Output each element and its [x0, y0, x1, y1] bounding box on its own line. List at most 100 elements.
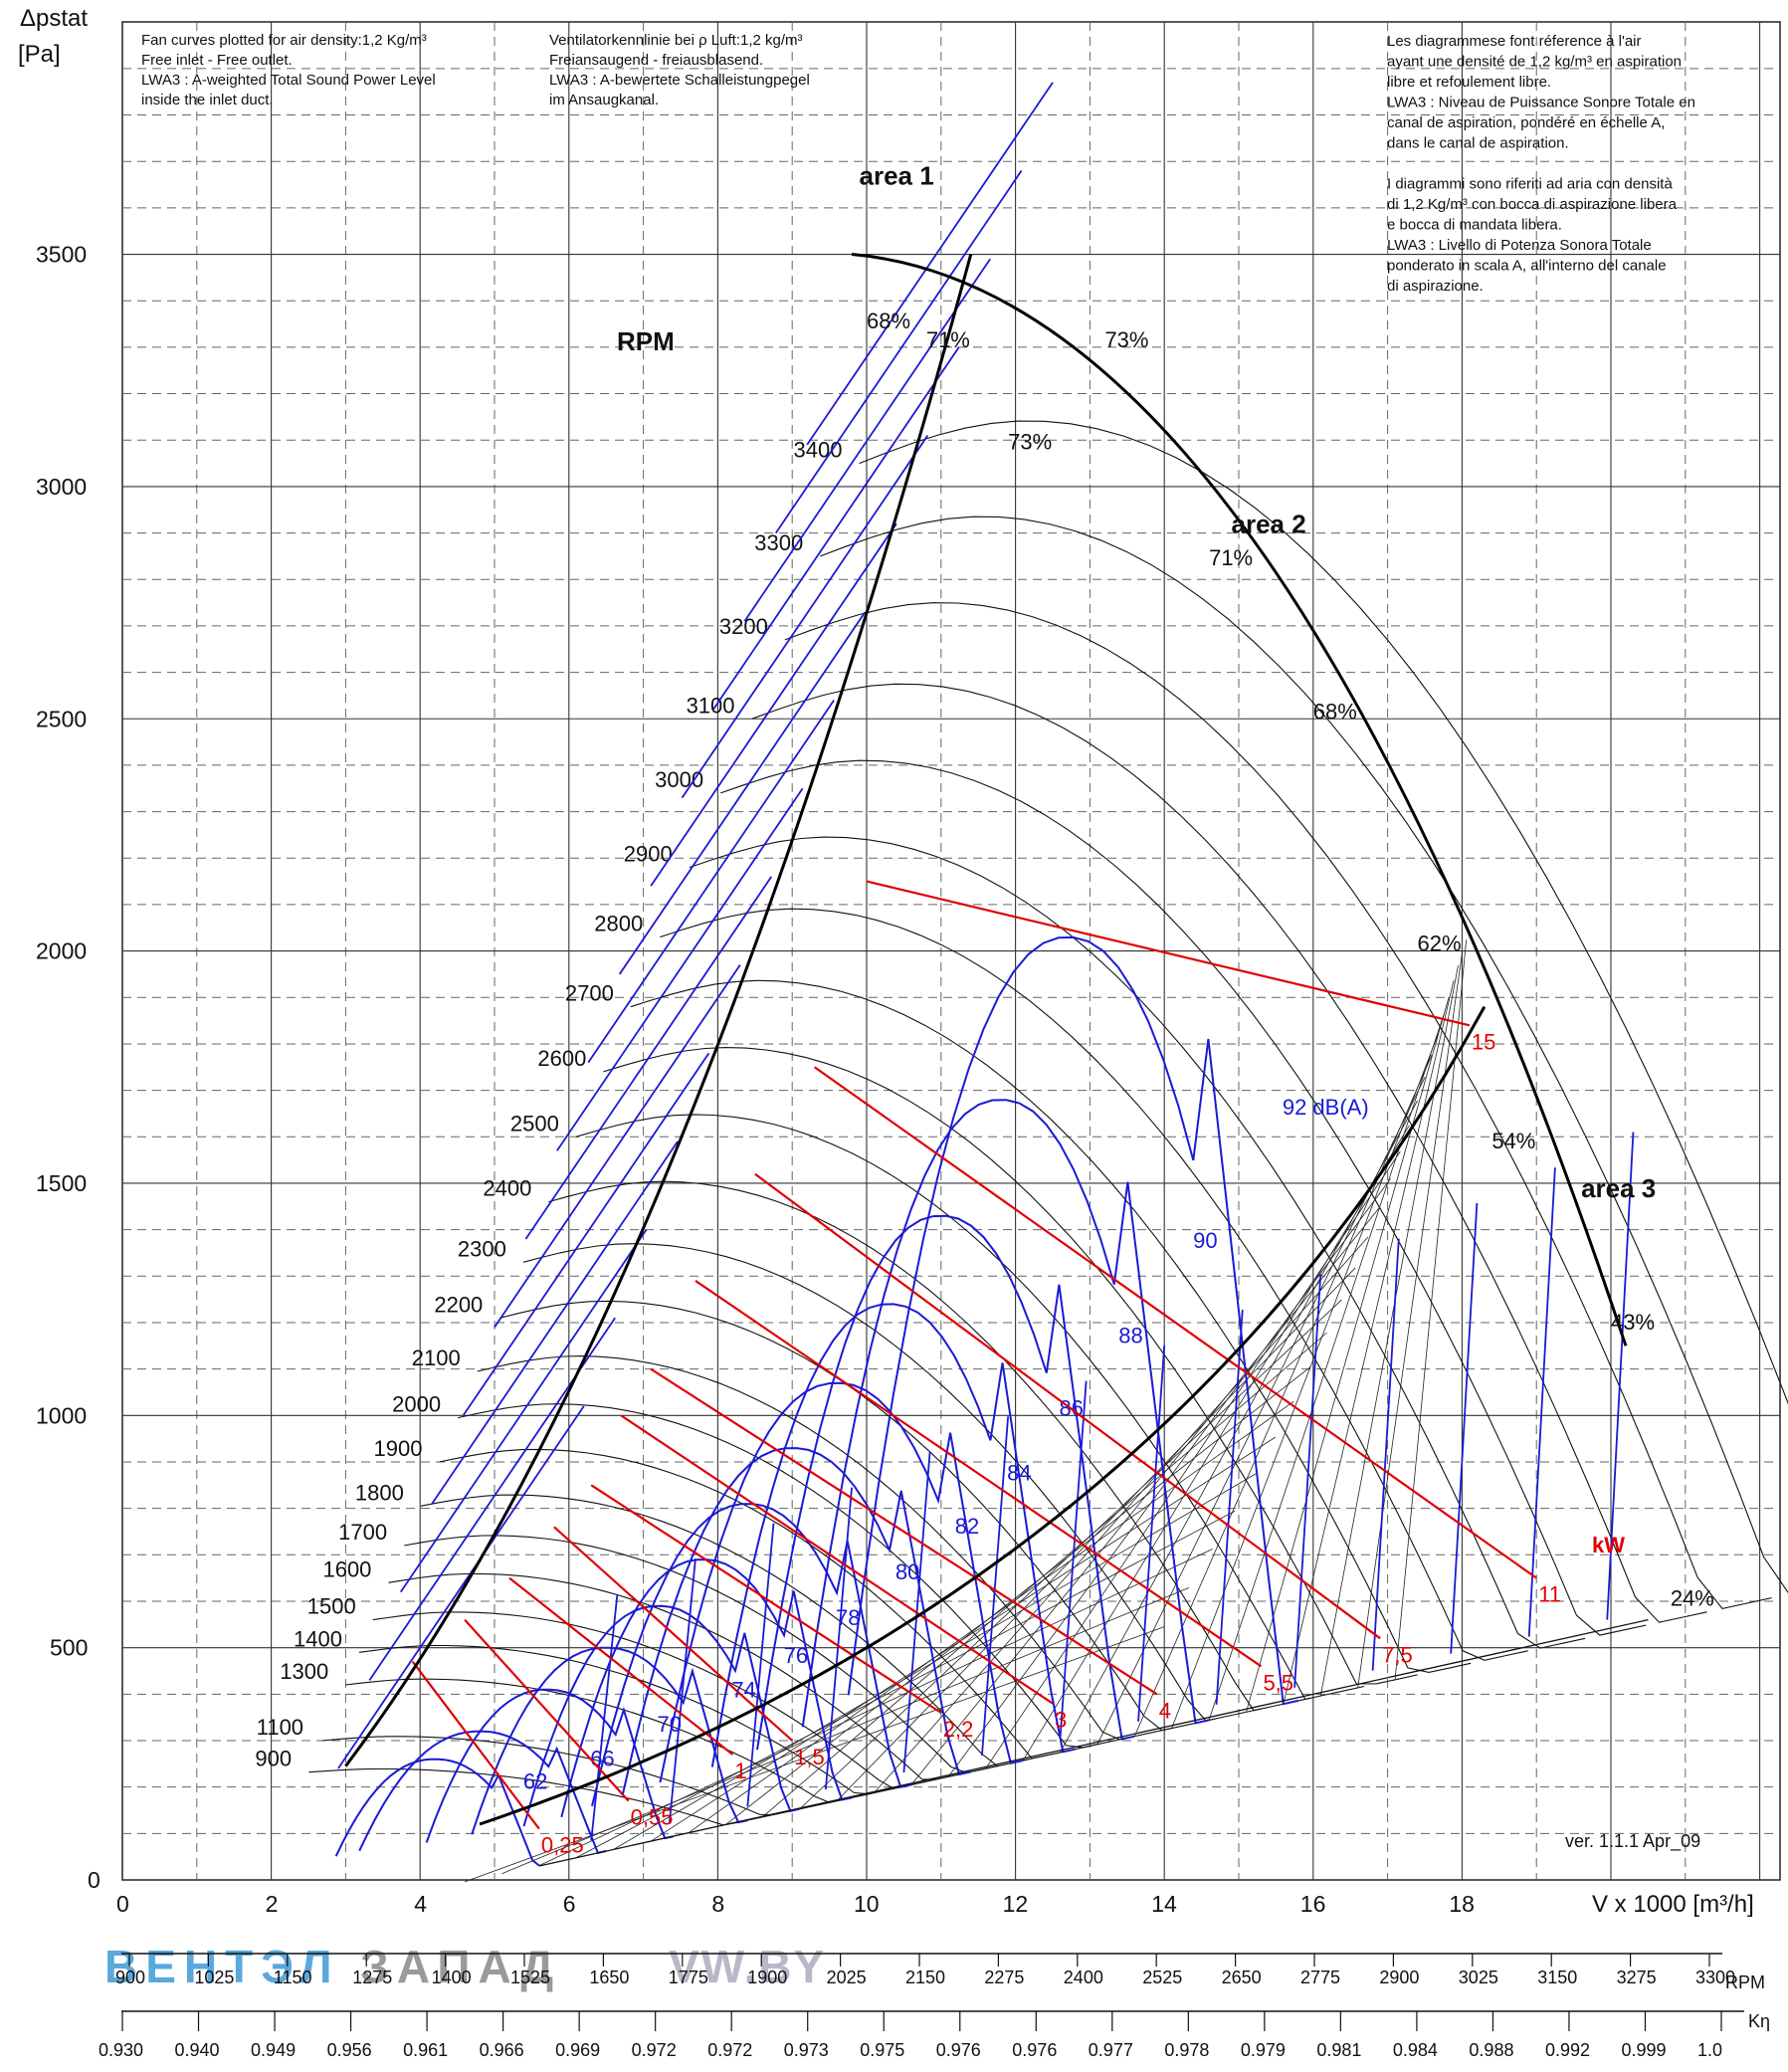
- y-tick-label: 3000: [36, 474, 87, 500]
- kw-line-0: [411, 1660, 540, 1830]
- keta-scale-label: 1.0: [1697, 2040, 1722, 2060]
- kw-line-3: [553, 1526, 793, 1742]
- sound-curve-3: [471, 1646, 748, 1835]
- sound-curve-2: [425, 1688, 674, 1843]
- keta-scale-label: 0.975: [860, 2040, 904, 2060]
- keta-scale-label: 0.972: [707, 2040, 752, 2060]
- sound-line: [1527, 1167, 1556, 1637]
- kw-line-8: [754, 1172, 1381, 1640]
- keta-scale-label: 0.966: [480, 2040, 524, 2060]
- rpm-label-1800: 1800: [355, 1480, 404, 1505]
- keta-scale-label: 0.969: [555, 2040, 600, 2060]
- efficiency-ray: [1283, 980, 1455, 1705]
- y-tick-label: 1000: [36, 1402, 87, 1428]
- efficiency-label-7: 54%: [1491, 1129, 1535, 1153]
- rpm-label-2600: 2600: [537, 1046, 586, 1071]
- sound-line: [681, 435, 929, 799]
- kw-unit-label: kW: [1592, 1533, 1625, 1557]
- note-fr-it-line: I diagrammi sono riferiti ad aria con de…: [1387, 176, 1673, 193]
- keta-scale-title: Kη: [1748, 2011, 1770, 2031]
- y-tick-label: 1500: [36, 1170, 87, 1196]
- sound-line: [618, 611, 867, 975]
- rpm-scale-label: 1025: [194, 1968, 234, 1987]
- kw-line-7: [695, 1280, 1263, 1668]
- rpm-scale-label: 2025: [827, 1968, 867, 1987]
- keta-scale-label: 0.976: [936, 2040, 981, 2060]
- rpm-title: RPM: [617, 326, 675, 356]
- efficiency-ray: [762, 1332, 1327, 1818]
- x-tick-label: 8: [711, 1891, 724, 1917]
- rpm-label-3200: 3200: [719, 614, 768, 639]
- x-tick-label: 18: [1449, 1891, 1475, 1917]
- efficiency-ray: [1246, 996, 1450, 1713]
- keta-scale-label: 0.981: [1316, 2040, 1361, 2060]
- sound-line: [1293, 1274, 1322, 1688]
- keta-scale-label: 0.979: [1241, 2040, 1286, 2060]
- rpm-curve-2400: [548, 1180, 1311, 1712]
- rpm-scale-label: 1775: [669, 1968, 708, 1987]
- kw-line-6: [650, 1367, 1158, 1696]
- sound-curve-8: [659, 1381, 1024, 1783]
- watermark: ВЕНТЭЛ ЗАПАД VW.BY: [104, 1941, 826, 1992]
- efficiency-label-1: 71%: [926, 327, 970, 352]
- sound-curve-4: [522, 1604, 800, 1827]
- keta-scale-label: 0.999: [1621, 2040, 1666, 2060]
- db-label-10: 88: [1118, 1324, 1142, 1348]
- x-tick-label: 2: [266, 1891, 279, 1917]
- efficiency-ray: [1133, 1054, 1433, 1737]
- sound-line: [1450, 1202, 1479, 1654]
- sound-curve-12: [847, 935, 1299, 1706]
- sound-curves: 62667074767880828486889092 dB(A): [334, 82, 1635, 1867]
- rpm-label-2000: 2000: [392, 1392, 441, 1417]
- keta-scale-label: 0.978: [1164, 2040, 1209, 2060]
- note-en-line: inside the inlet duct.: [141, 92, 274, 108]
- area2-boundary: [851, 253, 1628, 1347]
- rpm-curve-3000: [720, 759, 1647, 1636]
- sound-curve-10: [756, 1214, 1135, 1751]
- keta-scale-label: 0.976: [1012, 2040, 1057, 2060]
- efficiency-ray: [724, 1365, 1311, 1826]
- rpm-curve-2100: [477, 1355, 1172, 1741]
- area-label-2: area 3: [1581, 1173, 1656, 1203]
- watermark-3: VW.BY: [669, 1941, 826, 1992]
- rpm-scale-title: RPM: [1725, 1972, 1765, 1992]
- keta-scale-label: 0.973: [784, 2040, 829, 2060]
- note-en-line: Fan curves plotted for air density:1,2 K…: [141, 32, 427, 49]
- rpm-label-2100: 2100: [412, 1346, 461, 1370]
- sound-line: [650, 522, 897, 887]
- rpm-curve-1700: [404, 1535, 1030, 1773]
- rpm-curve-3400: [859, 420, 1788, 1405]
- keta-scale-label: 0.972: [632, 2040, 677, 2060]
- x-tick-label: 12: [1003, 1891, 1029, 1917]
- rpm-curve-1400: [358, 1644, 942, 1795]
- note-de-line: LWA3 : A-bewertete Schalleistungpegel: [549, 72, 810, 89]
- note-fr-it-line: libre et refoulement libre.: [1387, 74, 1551, 91]
- sound-line: [774, 170, 1023, 534]
- keta-scale-label: 0.940: [175, 2040, 220, 2060]
- efficiency-ray: [1096, 1077, 1426, 1745]
- note-fr-it-line: e bocca di mandata libera.: [1387, 217, 1562, 234]
- efficiency-label-0: 68%: [867, 309, 910, 333]
- efficiency-label-6: 62%: [1418, 932, 1462, 956]
- rpm-label-3400: 3400: [794, 438, 843, 463]
- rpm-label-2500: 2500: [510, 1111, 559, 1136]
- efficiency-ray: [874, 1236, 1369, 1793]
- rpm-curve-1300: [345, 1678, 915, 1803]
- bottom-scales: 900 1025 1150 1275 1400 1525 1650 1775 1900 2025 2…: [99, 1953, 1770, 2060]
- kw-line-2: [508, 1576, 734, 1756]
- db-label-4: 76: [784, 1643, 808, 1668]
- note-de-line: Ventilatorkennlinie bei ρ Luft:1,2 kg/m³: [549, 32, 803, 49]
- rpm-curve-1800: [420, 1494, 1062, 1767]
- sound-line: [587, 700, 835, 1064]
- efficiency-ray: [947, 1178, 1391, 1777]
- efficiency-ray: [910, 1206, 1380, 1785]
- sound-line: [1371, 1238, 1400, 1671]
- rpm-scale-label: 2525: [1142, 1968, 1182, 1987]
- rpm-scale-label: 1525: [510, 1968, 550, 1987]
- sound-line: [524, 876, 773, 1240]
- efficiency-ray: [1319, 965, 1459, 1697]
- version-label: ver. 1.1.1 Apr_09: [1565, 1831, 1700, 1852]
- keta-scale-label: 0.977: [1089, 2040, 1133, 2060]
- kw-label-7: 5,5: [1263, 1670, 1293, 1695]
